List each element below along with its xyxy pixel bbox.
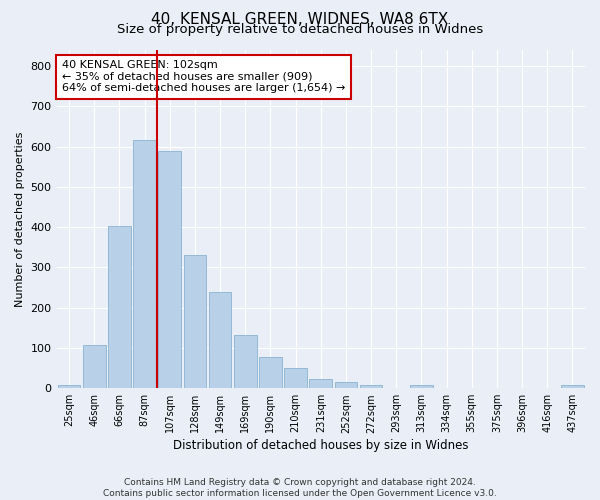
Bar bbox=[108, 226, 131, 388]
X-axis label: Distribution of detached houses by size in Widnes: Distribution of detached houses by size … bbox=[173, 440, 469, 452]
Bar bbox=[234, 334, 257, 388]
Bar bbox=[284, 368, 307, 388]
Text: Contains HM Land Registry data © Crown copyright and database right 2024.
Contai: Contains HM Land Registry data © Crown c… bbox=[103, 478, 497, 498]
Bar bbox=[184, 256, 206, 388]
Bar bbox=[310, 380, 332, 388]
Bar bbox=[360, 385, 382, 388]
Bar bbox=[58, 385, 80, 388]
Bar bbox=[83, 345, 106, 388]
Text: 40, KENSAL GREEN, WIDNES, WA8 6TX: 40, KENSAL GREEN, WIDNES, WA8 6TX bbox=[151, 12, 449, 28]
Bar bbox=[561, 385, 584, 388]
Text: 40 KENSAL GREEN: 102sqm
← 35% of detached houses are smaller (909)
64% of semi-d: 40 KENSAL GREEN: 102sqm ← 35% of detache… bbox=[62, 60, 345, 94]
Bar bbox=[158, 150, 181, 388]
Y-axis label: Number of detached properties: Number of detached properties bbox=[15, 132, 25, 307]
Text: Size of property relative to detached houses in Widnes: Size of property relative to detached ho… bbox=[117, 24, 483, 36]
Bar bbox=[209, 292, 232, 388]
Bar bbox=[410, 385, 433, 388]
Bar bbox=[259, 357, 282, 388]
Bar bbox=[335, 382, 357, 388]
Bar bbox=[133, 140, 156, 388]
